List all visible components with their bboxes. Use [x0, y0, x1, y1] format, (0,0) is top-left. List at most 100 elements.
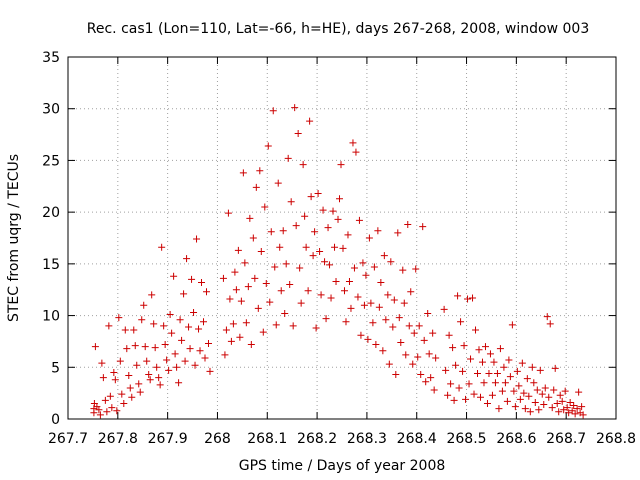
data-point	[150, 320, 158, 328]
axis-ticks	[67, 56, 617, 420]
data-point	[271, 263, 279, 271]
data-point	[385, 360, 393, 368]
data-point	[540, 401, 548, 409]
data-point	[242, 319, 250, 327]
data-point	[158, 243, 166, 251]
data-point	[312, 324, 320, 332]
data-point	[175, 379, 183, 387]
data-point	[108, 404, 116, 412]
data-point	[148, 291, 156, 299]
data-point	[322, 315, 330, 323]
data-point	[425, 350, 433, 358]
data-point	[234, 246, 242, 254]
data-point	[156, 381, 164, 389]
data-point	[226, 295, 234, 303]
data-point	[430, 386, 438, 394]
data-point	[241, 259, 249, 267]
data-point	[387, 258, 395, 266]
data-point	[490, 358, 498, 366]
y-tick-label: 20	[42, 205, 60, 221]
data-point	[202, 288, 210, 296]
data-point	[422, 378, 430, 386]
data-point	[362, 271, 370, 279]
data-point	[155, 374, 163, 382]
data-point	[332, 277, 340, 285]
data-point	[191, 361, 199, 369]
data-point	[331, 243, 339, 251]
data-point	[578, 403, 586, 411]
x-tick-label: 268.1	[247, 431, 287, 447]
data-point	[337, 161, 345, 169]
data-point	[370, 263, 378, 271]
data-point	[183, 255, 191, 263]
data-point	[521, 405, 529, 413]
data-point	[375, 303, 383, 311]
grid-lines	[68, 57, 616, 419]
data-point	[98, 359, 106, 367]
data-point	[409, 360, 417, 368]
data-point	[364, 335, 372, 343]
y-tick-label: 0	[51, 412, 60, 428]
data-point	[402, 351, 410, 359]
data-point	[550, 386, 558, 394]
data-point	[141, 343, 149, 351]
data-point	[429, 329, 437, 337]
data-point	[297, 299, 305, 307]
data-point	[533, 386, 541, 394]
y-tick-label: 35	[42, 50, 60, 66]
data-point	[384, 291, 392, 299]
data-point	[321, 258, 329, 266]
data-point	[500, 363, 508, 371]
data-point	[130, 326, 138, 334]
data-point	[106, 392, 114, 400]
data-point	[302, 243, 310, 251]
data-point	[501, 379, 509, 387]
data-point	[111, 376, 119, 384]
data-point	[120, 399, 128, 407]
data-point	[407, 288, 415, 296]
y-tick-label: 5	[51, 360, 60, 376]
data-point	[556, 391, 564, 399]
y-tick-label: 25	[42, 153, 60, 169]
data-point	[372, 341, 380, 349]
data-point	[404, 221, 412, 229]
data-point	[227, 337, 235, 345]
data-point	[115, 314, 123, 322]
data-point	[340, 287, 348, 295]
data-point	[432, 354, 440, 362]
data-point	[292, 222, 300, 230]
data-point	[419, 223, 427, 231]
data-point	[355, 216, 363, 224]
data-point	[440, 305, 448, 313]
data-point	[110, 368, 118, 376]
data-points	[90, 104, 587, 419]
data-point	[195, 325, 203, 333]
x-tick-label: 268.7	[546, 431, 586, 447]
data-point	[415, 322, 423, 330]
data-point	[476, 393, 484, 401]
data-point	[392, 371, 400, 379]
x-tick-label: 268.5	[446, 431, 486, 447]
data-point	[173, 363, 181, 371]
x-axis-title: GPS time / Days of year 2008	[239, 458, 446, 474]
data-point	[558, 397, 566, 405]
data-point	[570, 402, 578, 410]
data-point	[516, 395, 524, 403]
data-point	[460, 342, 468, 350]
data-point	[145, 371, 153, 379]
data-point	[449, 344, 457, 352]
data-point	[513, 367, 521, 375]
data-point	[267, 228, 275, 236]
data-point	[575, 388, 583, 396]
x-tick-label: 268.6	[496, 431, 536, 447]
data-point	[299, 161, 307, 169]
data-point	[553, 399, 561, 407]
data-point	[379, 347, 387, 355]
data-point	[160, 322, 168, 330]
data-point	[563, 404, 571, 412]
data-point	[286, 281, 294, 289]
data-point	[121, 326, 129, 334]
data-point	[414, 353, 422, 361]
data-point	[503, 397, 511, 405]
data-point	[457, 318, 465, 326]
